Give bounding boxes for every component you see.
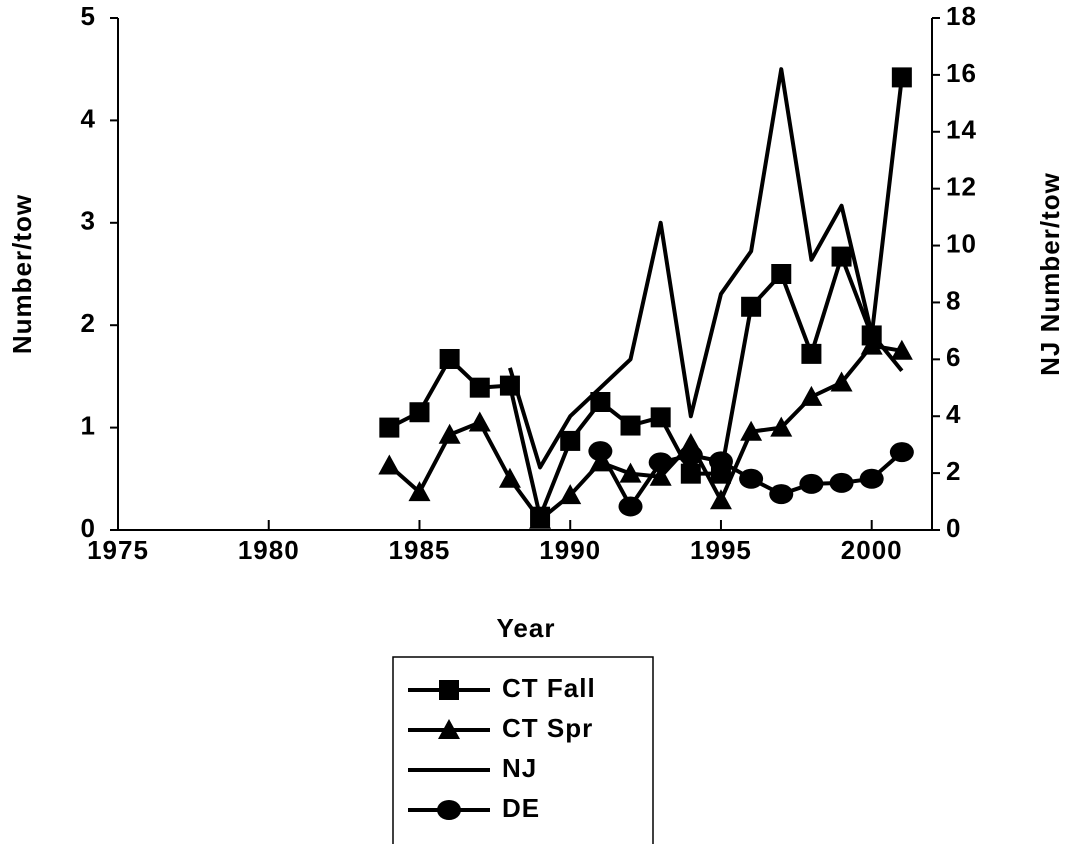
marker xyxy=(709,489,732,510)
y-tick-label: 4 xyxy=(81,103,96,133)
x-tick-label: 1990 xyxy=(539,535,601,565)
legend-label: NJ xyxy=(502,753,537,783)
marker xyxy=(378,454,401,475)
marker xyxy=(860,334,883,355)
x-tick-label: 1980 xyxy=(238,535,300,565)
y-tick-label: 0 xyxy=(81,513,96,543)
marker xyxy=(801,343,822,364)
marker xyxy=(771,264,792,284)
marker xyxy=(560,430,581,451)
marker xyxy=(409,402,430,423)
y2-tick-label: 12 xyxy=(946,172,977,202)
x-tick-label: 2000 xyxy=(841,535,903,565)
marker xyxy=(650,407,671,428)
marker xyxy=(619,462,642,483)
y2-tick-label: 0 xyxy=(946,513,961,543)
marker xyxy=(438,423,461,444)
legend-label: CT Spr xyxy=(502,713,593,743)
marker xyxy=(859,468,884,489)
series-line xyxy=(508,67,904,470)
marker xyxy=(559,484,582,505)
y2-tick-label: 2 xyxy=(946,456,961,486)
y2-tick-label: 4 xyxy=(946,399,961,429)
marker xyxy=(379,417,400,438)
marker xyxy=(439,680,459,700)
marker xyxy=(437,800,461,820)
marker xyxy=(678,445,703,466)
marker xyxy=(889,442,914,463)
y-axis-label: Number/tow xyxy=(7,194,37,354)
marker xyxy=(799,473,824,494)
y-tick-label: 5 xyxy=(81,1,96,31)
marker xyxy=(648,452,673,473)
marker xyxy=(739,468,764,489)
y-tick-label: 1 xyxy=(81,410,96,440)
series-line xyxy=(388,343,903,522)
marker xyxy=(408,481,431,502)
marker xyxy=(529,508,552,529)
legend-label: CT Fall xyxy=(502,673,596,703)
legend-box xyxy=(392,656,654,844)
y2-tick-label: 10 xyxy=(946,228,977,258)
marker xyxy=(741,296,762,317)
y2-tick-label: 14 xyxy=(946,115,977,145)
x-axis-label: Year xyxy=(497,613,556,643)
y2-axis-label: NJ Number/tow xyxy=(1035,172,1065,376)
marker xyxy=(439,348,460,369)
legend-label: DE xyxy=(502,793,540,823)
y2-tick-label: 6 xyxy=(946,342,961,372)
marker xyxy=(829,472,854,493)
marker xyxy=(708,451,733,472)
marker xyxy=(589,451,612,472)
marker xyxy=(498,467,521,488)
marker xyxy=(590,392,611,412)
marker xyxy=(800,385,823,406)
x-tick-label: 1975 xyxy=(87,535,149,565)
marker xyxy=(770,416,793,437)
marker xyxy=(891,67,912,88)
x-tick-label: 1985 xyxy=(389,535,451,565)
marker xyxy=(830,371,853,392)
marker xyxy=(649,465,672,486)
marker xyxy=(680,463,701,484)
marker xyxy=(890,339,913,360)
marker xyxy=(769,484,794,505)
marker xyxy=(438,719,460,739)
marker xyxy=(620,415,641,436)
marker xyxy=(740,420,763,441)
y2-tick-label: 8 xyxy=(946,285,961,315)
marker xyxy=(468,411,491,432)
y-tick-label: 2 xyxy=(81,308,96,338)
marker xyxy=(469,377,490,398)
marker xyxy=(831,246,852,267)
marker xyxy=(618,496,643,517)
marker xyxy=(588,441,613,462)
y2-tick-label: 16 xyxy=(946,58,977,88)
y2-tick-label: 18 xyxy=(946,1,977,31)
y-tick-label: 3 xyxy=(81,206,96,236)
x-tick-label: 1995 xyxy=(690,535,752,565)
